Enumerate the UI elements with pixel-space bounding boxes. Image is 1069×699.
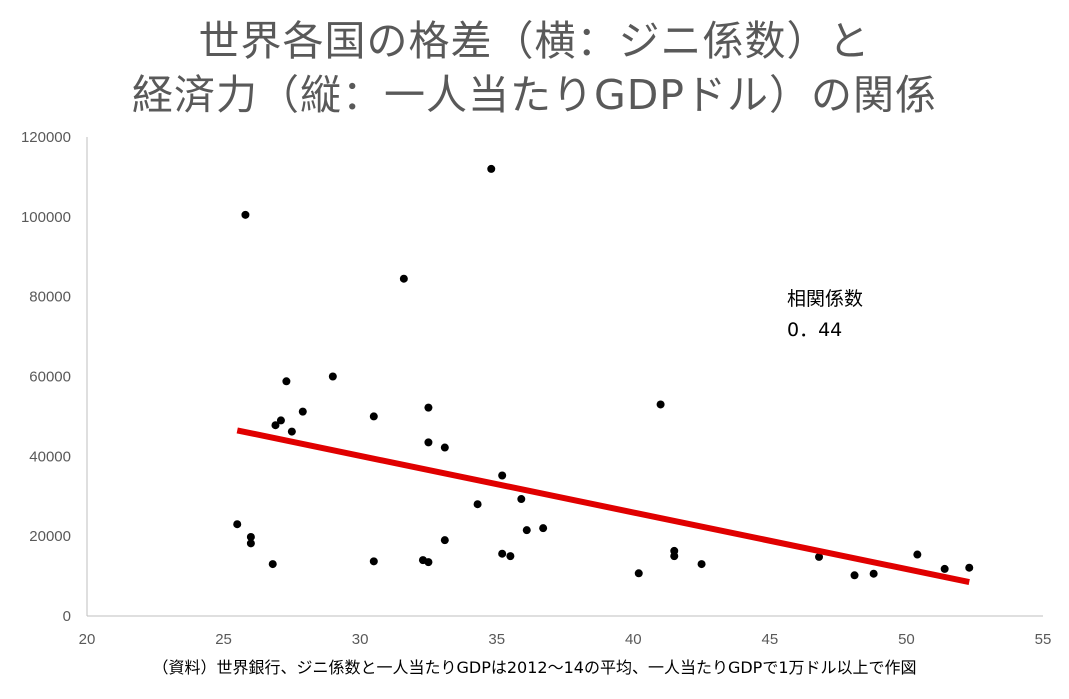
y-tick-label: 20000 xyxy=(29,528,71,545)
data-point xyxy=(522,526,531,535)
y-tick-label: 0 xyxy=(63,608,71,625)
correlation-value: 0．44 xyxy=(787,319,843,341)
data-point xyxy=(913,550,922,559)
chart-title-line-1: 世界各国の格差（横：ジニ係数）と xyxy=(198,17,871,65)
data-point xyxy=(369,412,378,421)
y-tick-label: 120000 xyxy=(21,129,71,146)
data-point xyxy=(965,563,974,572)
source-note: （資料）世界銀行、ジニ係数と一人当たりGDPは2012～14の平均、一人当たりG… xyxy=(152,658,917,677)
data-point xyxy=(656,400,665,409)
correlation-label: 相関係数 xyxy=(787,288,864,310)
data-point xyxy=(815,552,824,561)
x-tick-label: 20 xyxy=(79,631,96,648)
data-point xyxy=(424,558,433,567)
y-tick-label: 60000 xyxy=(29,369,71,386)
x-tick-label: 55 xyxy=(1035,631,1052,648)
data-point xyxy=(506,552,515,561)
data-point xyxy=(487,164,496,173)
data-point xyxy=(233,520,242,529)
data-point xyxy=(282,377,291,386)
data-point xyxy=(268,560,277,569)
data-point xyxy=(399,274,408,283)
x-tick-label: 45 xyxy=(762,631,779,648)
data-point xyxy=(634,569,643,578)
trendline-group xyxy=(236,427,970,586)
data-point xyxy=(424,438,433,447)
data-point xyxy=(276,416,285,425)
data-point xyxy=(670,552,679,561)
data-point xyxy=(287,427,296,436)
data-point xyxy=(298,407,307,416)
data-point xyxy=(697,560,706,569)
y-tick-label: 80000 xyxy=(29,289,71,306)
x-tick-label: 35 xyxy=(488,631,505,648)
data-point xyxy=(271,421,280,430)
data-point xyxy=(246,532,255,541)
data-point xyxy=(369,557,378,566)
data-point xyxy=(850,571,859,580)
x-tick-label: 25 xyxy=(215,631,232,648)
data-point xyxy=(498,549,507,558)
data-point xyxy=(440,443,449,452)
y-tick-group: 0 20000 40000 60000 80000 100000 120000 xyxy=(21,129,71,625)
data-point xyxy=(539,524,548,533)
x-tick-label: 40 xyxy=(625,631,642,648)
data-point xyxy=(940,564,949,573)
data-point xyxy=(241,210,250,219)
data-point xyxy=(869,569,878,578)
y-tick-label: 40000 xyxy=(29,448,71,465)
correlation-annotation: 相関係数 0．44 xyxy=(787,284,863,346)
chart-title-line-2: 経済力（縦：一人当たりGDPドル）の関係 xyxy=(131,71,938,119)
trendline xyxy=(236,427,970,586)
x-tick-group: 20 25 30 35 40 45 50 55 xyxy=(79,631,1052,648)
data-points xyxy=(233,164,974,580)
data-point xyxy=(517,495,526,504)
data-point xyxy=(246,539,255,548)
y-tick-label: 100000 xyxy=(21,209,71,226)
chart-title: 世界各国の格差（横：ジニ係数）と 経済力（縦：一人当たりGDPドル）の関係 xyxy=(0,14,1069,122)
data-point xyxy=(440,536,449,545)
x-tick-label: 50 xyxy=(898,631,915,648)
data-point xyxy=(424,403,433,412)
x-tick-label: 30 xyxy=(352,631,369,648)
data-point xyxy=(498,471,507,480)
data-point xyxy=(328,372,337,381)
data-point xyxy=(473,500,482,509)
